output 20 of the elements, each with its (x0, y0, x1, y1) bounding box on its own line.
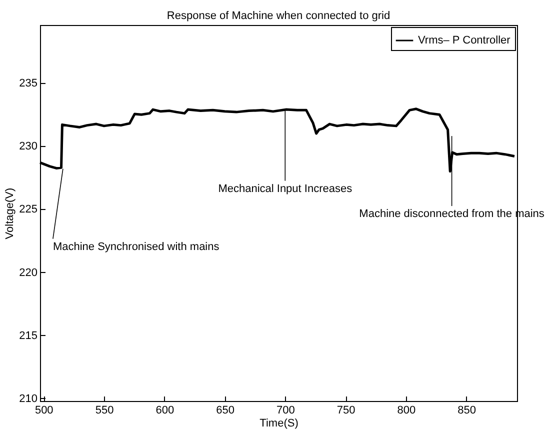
x-tick-label: 700 (276, 404, 295, 416)
x-tick-label: 800 (397, 404, 416, 416)
annotation: Mechanical Input Increases (218, 182, 353, 195)
y-tick-label: 215 (19, 330, 38, 342)
y-tick-label: 235 (19, 78, 38, 90)
y-tick-label: 230 (19, 140, 38, 153)
x-tick-label: 750 (336, 404, 356, 416)
y-axis-title: Voltage(V) (4, 188, 16, 240)
annotation: Machine Synchronised with mains (52, 240, 220, 253)
x-tick-label: 650 (216, 404, 234, 416)
y-tick-label: 210 (19, 392, 38, 405)
y-tick-label: 225 (19, 204, 38, 216)
legend-label: Vrms– P Controller (418, 34, 511, 46)
chart-title: Response of Machine when connected to grid (166, 10, 390, 22)
x-tick-label: 550 (95, 404, 114, 416)
x-tick-label: 600 (156, 404, 174, 416)
y-tick-label: 220 (19, 266, 38, 279)
x-tick-label: 500 (34, 404, 54, 416)
x-tick-label: 850 (458, 404, 476, 416)
x-axis-title: Time(S) (260, 418, 298, 430)
